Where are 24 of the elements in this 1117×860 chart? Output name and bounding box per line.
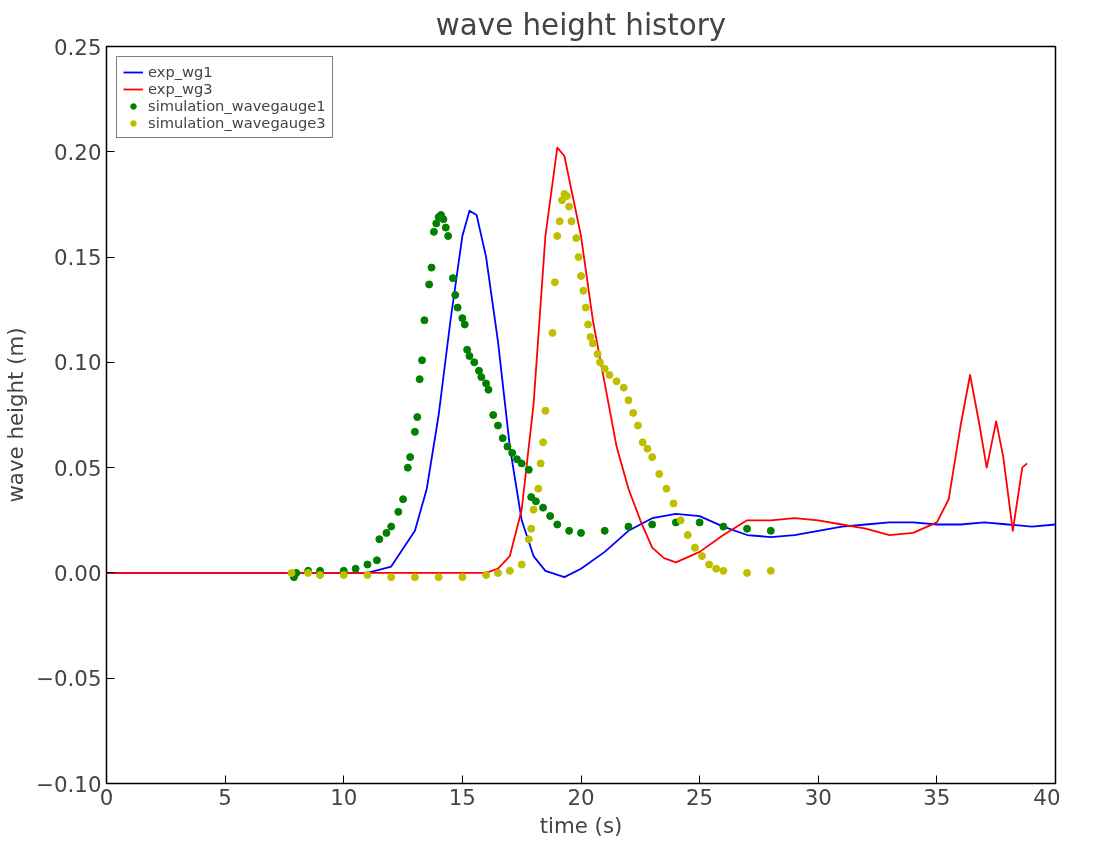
y-tick-label: 0.00	[54, 560, 102, 586]
y-tick-label: 0.20	[54, 139, 102, 165]
chart-title: wave height history	[435, 7, 727, 42]
y-tick-label: 0.25	[54, 34, 102, 60]
legend-label: simulation_wavegauge1	[148, 97, 326, 114]
x-tick-label: 40	[1033, 784, 1061, 810]
x-tick-label: 25	[686, 784, 714, 810]
legend-label: exp_wg1	[148, 63, 213, 80]
legend-label: exp_wg3	[148, 80, 213, 97]
x-tick-label: 30	[804, 784, 832, 810]
y-tick-label: −0.10	[36, 771, 102, 797]
y-tick-label: −0.05	[36, 666, 102, 692]
legend-label: simulation_wavegauge3	[148, 114, 326, 131]
x-tick-label: 15	[448, 784, 476, 810]
x-tick-label: 5	[218, 784, 232, 810]
x-tick-label: 20	[567, 784, 595, 810]
x-tick-label: 0	[99, 784, 114, 810]
y-tick-label: 0.05	[54, 455, 102, 481]
x-tick-label: 35	[923, 784, 951, 810]
x-tick-label: 10	[330, 784, 358, 810]
y-tick-label: 0.15	[54, 245, 102, 271]
x-axis-title: time (s)	[539, 812, 623, 838]
y-axis-title: wave height (m)	[3, 327, 29, 503]
y-tick-label: 0.10	[54, 350, 102, 376]
